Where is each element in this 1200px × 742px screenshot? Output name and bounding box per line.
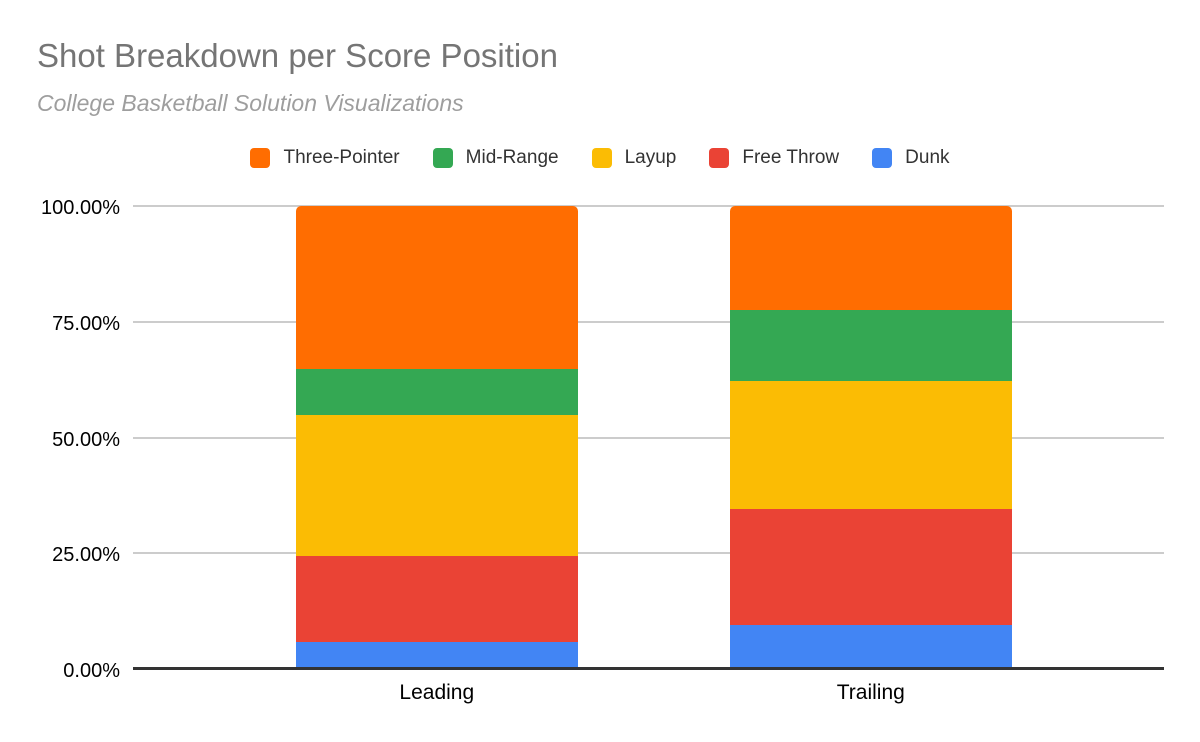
legend-label: Dunk [905,147,950,168]
segment-leading-layup[interactable] [295,414,578,556]
legend-item-dunk[interactable]: Dunk [872,147,950,169]
segment-leading-three-pointer[interactable] [295,206,578,370]
segment-leading-free-throw[interactable] [295,555,578,642]
segment-trailing-mid-range[interactable] [729,309,1012,382]
legend-swatch-icon [432,148,453,168]
gridline-100 [133,205,1164,207]
segment-leading-mid-range[interactable] [295,369,578,415]
gridline-50 [133,436,1164,439]
y-axis-tick-label: 0.00% [63,660,120,682]
legend-item-free-throw[interactable]: Free Throw [709,147,839,169]
legend-swatch-icon [872,148,893,168]
segment-trailing-dunk[interactable] [729,625,1012,669]
y-axis-tick-label: 50.00% [52,428,120,451]
legend-label: Free Throw [742,147,840,168]
plot-area: 0.00% 25.00% 50.00% 75.00% 100.00% Leading Tra… [41,198,1164,704]
chart-title: Shot Breakdown per Score Position [37,37,558,74]
bar-leading [295,206,578,669]
legend-label: Three-Pointer [283,147,400,168]
chart-subtitle: College Basketball Solution Visualizatio… [37,90,464,116]
y-axis-tick-label: 100.00% [41,197,120,219]
legend: Three-Pointer Mid-Range Layup Free Throw Dun… [0,145,1200,171]
x-axis-label-leading: Leading [399,681,475,704]
segment-trailing-layup[interactable] [729,381,1012,510]
gridline-25 [133,552,1164,555]
legend-swatch-icon [250,148,271,168]
segment-trailing-three-pointer[interactable] [729,206,1012,310]
legend-label: Mid-Range [465,147,559,168]
bar-trailing [729,206,1012,669]
segment-trailing-free-throw[interactable] [729,509,1012,626]
legend-label: Layup [624,147,677,168]
y-axis-tick-label: 75.00% [52,312,120,335]
legend-swatch-icon [709,148,730,168]
gridline-75 [133,320,1164,323]
segment-leading-dunk[interactable] [295,641,578,669]
x-axis-line [133,667,1164,670]
x-axis-label-trailing: Trailing [836,681,905,704]
legend-item-mid-range[interactable]: Mid-Range [432,147,559,169]
y-axis-tick-label: 25.00% [52,544,120,567]
legend-item-three-pointer[interactable]: Three-Pointer [250,147,400,169]
legend-swatch-icon [591,148,612,168]
legend-item-layup[interactable]: Layup [591,147,677,169]
